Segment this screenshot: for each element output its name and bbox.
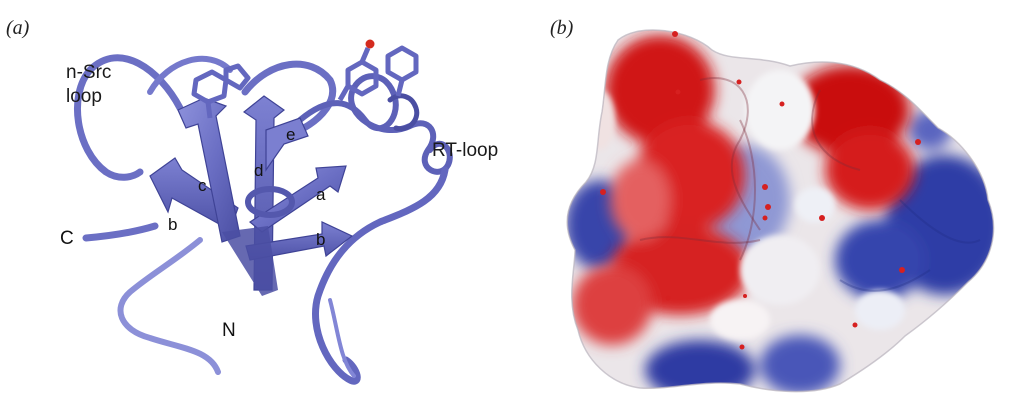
strand-e-arrow: [265, 117, 309, 172]
side-chain-tryptophan: [191, 63, 251, 119]
nsrc-loop-tube: [74, 54, 184, 181]
electrostatic-surface: [566, 29, 995, 393]
panel-b-letter: (b): [550, 17, 574, 39]
strand-b-left-label: b: [168, 215, 177, 234]
strand-c-label: c: [198, 176, 207, 195]
right-lower-tube: [312, 166, 449, 385]
n-terminal-tube: [117, 237, 221, 375]
rt-loop-label: RT-loop: [432, 140, 498, 161]
oxygen-atom: [365, 39, 375, 49]
strand-e-label: e: [286, 125, 295, 144]
side-chain-phenylalanine: [385, 45, 419, 97]
protein-ribbon-diagram: [74, 39, 453, 385]
c-terminal-tube: [82, 222, 159, 242]
nsrc-loop-label-line2: loop: [66, 86, 102, 107]
nsrc-loop-label-line1: n-Src: [66, 62, 111, 83]
c-terminus-label: C: [60, 228, 74, 249]
strand-d-arrow: [242, 95, 286, 291]
n-terminus-label: N: [222, 320, 236, 341]
panel-a-letter: (a): [6, 17, 30, 39]
strand-c-arrow: [177, 97, 241, 243]
water-molecules: [600, 31, 921, 350]
side-chain-tyrosine: [337, 47, 379, 102]
strand-d-label: d: [254, 161, 263, 180]
rt-loop-tube: [297, 73, 453, 175]
top-loop-tube: [241, 60, 337, 134]
strand-a-label: a: [316, 185, 326, 204]
strand-b-right-label: b: [316, 230, 325, 249]
